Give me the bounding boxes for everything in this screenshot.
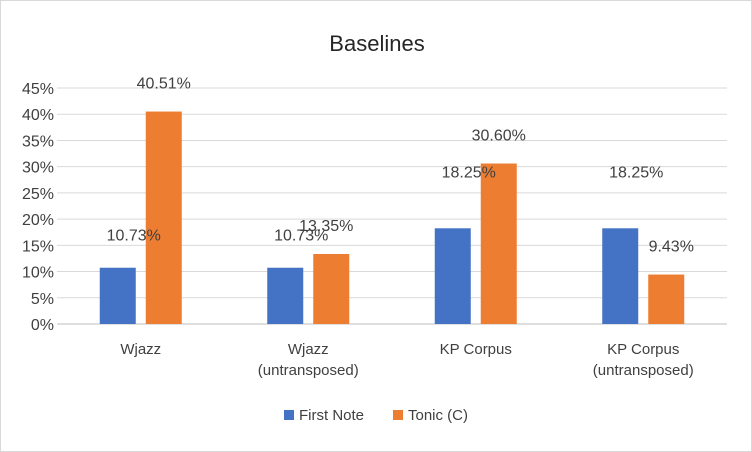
bar-first-note [99, 267, 136, 324]
x-category-label: Wjazz [120, 341, 161, 358]
data-label: 9.43% [649, 239, 694, 256]
bar-first-note [434, 228, 471, 324]
chart-title: Baselines [329, 31, 424, 56]
y-tick-label: 40% [22, 107, 54, 124]
legend-label: First Note [299, 407, 364, 424]
y-tick-label: 45% [22, 81, 54, 98]
bar-first-note [602, 228, 639, 324]
data-label: 40.51% [137, 76, 191, 93]
bar-tonic-c [145, 111, 182, 325]
legend-swatch [284, 410, 294, 420]
data-label: 10.73% [107, 228, 161, 245]
legend-label: Tonic (C) [408, 407, 468, 424]
data-labels: 10.73%40.51%10.73%13.35%18.25%30.60%18.2… [107, 76, 694, 256]
bar-tonic-c [480, 163, 517, 324]
y-tick-label: 0% [31, 317, 54, 334]
data-label: 18.25% [442, 164, 496, 181]
data-label: 10.73% [274, 228, 328, 245]
data-label: 30.60% [472, 128, 526, 145]
legend-swatch [393, 410, 403, 420]
y-tick-label: 20% [22, 212, 54, 229]
y-tick-label: 15% [22, 238, 54, 255]
bar-first-note [267, 267, 304, 324]
bar-tonic-c [313, 253, 350, 324]
y-tick-label: 5% [31, 291, 54, 308]
bar-tonic-c [648, 274, 685, 324]
x-axis: Wjazz Wjazz (untransposed) KP Corpus KP Corp… [120, 341, 693, 379]
legend: First Note Tonic (C) [284, 407, 468, 424]
y-tick-label: 25% [22, 186, 54, 203]
x-category-label: Wjazz [288, 341, 329, 358]
data-label: 13.35% [299, 218, 353, 235]
x-category-label: KP Corpus [607, 341, 679, 358]
y-tick-label: 10% [22, 265, 54, 282]
x-category-label: (untransposed) [593, 362, 694, 379]
x-category-label: (untransposed) [258, 362, 359, 379]
bars [99, 111, 685, 325]
y-axis: 0% 5% 10% 15% 20% 25% 30% 35% 40% 45% [22, 81, 54, 334]
y-tick-label: 30% [22, 160, 54, 177]
data-label: 18.25% [609, 164, 663, 181]
x-category-label: KP Corpus [440, 341, 512, 358]
y-tick-label: 35% [22, 133, 54, 150]
